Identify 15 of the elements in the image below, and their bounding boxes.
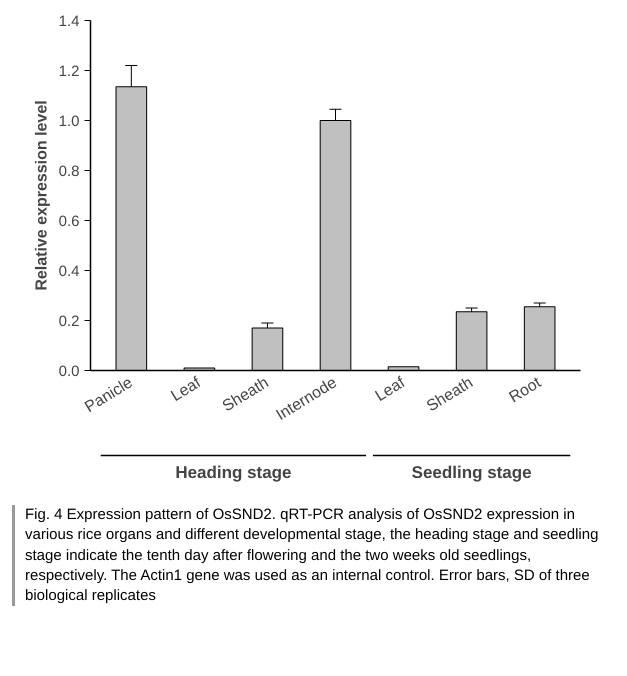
y-tick-label: 0.8	[58, 163, 80, 180]
y-tick-label: 0.2	[58, 313, 80, 330]
text: Seedling stage	[412, 463, 532, 482]
y-tick-label: 1.2	[58, 63, 80, 80]
x-tick-label: Leaf	[168, 374, 204, 406]
x-tick-label: Root	[506, 374, 545, 406]
text: Heading stage	[175, 463, 292, 482]
y-tick-label: 0.0	[58, 363, 80, 380]
y-tick-label: 1.4	[58, 13, 80, 30]
y-tick-label: 1.0	[58, 113, 80, 130]
x-tick-label: Leaf	[372, 374, 408, 406]
y-axis-title: Relative expression level	[34, 100, 51, 291]
y-tick-label: 0.6	[58, 213, 80, 230]
y-tick-label: 0.4	[58, 263, 80, 280]
caption: Fig. 4 Expression pattern of OsSND2. qRT-PCR analysis of OsSND2 expression in various rice organs and different developmental stage, the heading stage and seedling stage indicate the tenth day after flowering and the two weeks old seedlings, respectively. The Actin1 gene was used as an internal control. Error bars, SD of three biological replicates	[25, 505, 600, 606]
